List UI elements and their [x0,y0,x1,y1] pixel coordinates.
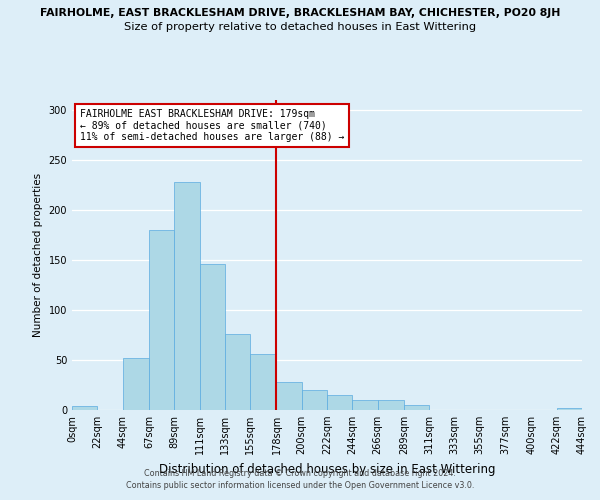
Bar [404,405,429,410]
Text: FAIRHOLME EAST BRACKLESHAM DRIVE: 179sqm
← 89% of detached houses are smaller (7: FAIRHOLME EAST BRACKLESHAM DRIVE: 179sqm… [80,110,344,142]
Text: FAIRHOLME, EAST BRACKLESHAM DRIVE, BRACKLESHAM BAY, CHICHESTER, PO20 8JH: FAIRHOLME, EAST BRACKLESHAM DRIVE, BRACK… [40,8,560,18]
Bar [277,382,302,410]
Text: Contains public sector information licensed under the Open Government Licence v3: Contains public sector information licen… [126,481,474,490]
Bar [199,264,225,410]
Bar [122,358,149,410]
Bar [557,408,582,410]
Bar [225,334,250,410]
Bar [352,400,377,410]
Text: Contains HM Land Registry data © Crown copyright and database right 2024.: Contains HM Land Registry data © Crown c… [144,468,456,477]
Bar [377,400,404,410]
Y-axis label: Number of detached properties: Number of detached properties [33,173,43,337]
Bar [250,354,277,410]
X-axis label: Distribution of detached houses by size in East Wittering: Distribution of detached houses by size … [159,462,495,475]
Bar [327,395,352,410]
Bar [149,230,174,410]
Bar [302,390,327,410]
Text: Size of property relative to detached houses in East Wittering: Size of property relative to detached ho… [124,22,476,32]
Bar [174,182,199,410]
Bar [72,406,97,410]
